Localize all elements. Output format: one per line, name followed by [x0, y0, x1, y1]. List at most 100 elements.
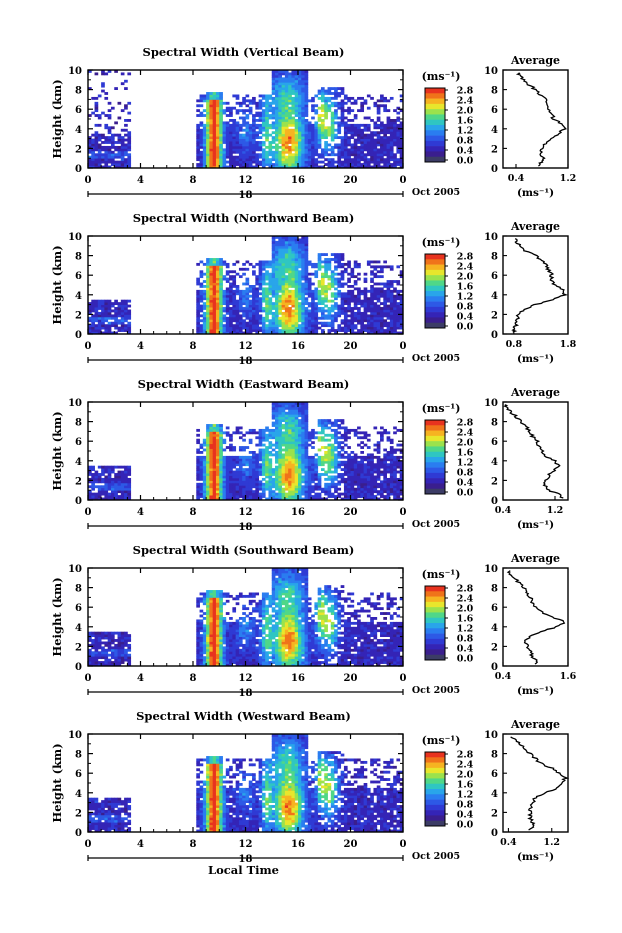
heatmap-cell	[213, 290, 217, 293]
heatmap-cell	[344, 153, 348, 156]
heatmap-cell	[108, 117, 112, 120]
heatmap-cell	[262, 463, 266, 466]
heatmap-cell	[321, 90, 325, 93]
heatmap-cell	[98, 136, 102, 139]
heatmap-cell	[213, 121, 217, 124]
heatmap-cell	[200, 121, 204, 124]
heatmap-cell	[341, 148, 345, 151]
heatmap-cell	[288, 473, 292, 476]
heatmap-cell	[108, 310, 112, 313]
heatmap-cell	[124, 471, 128, 474]
heatmap-cell	[390, 268, 394, 271]
heatmap-cell	[252, 129, 256, 132]
heatmap-cell	[305, 444, 309, 447]
heatmap-cell	[288, 107, 292, 110]
colorbar: 2.82.42.01.61.20.80.40.0	[425, 252, 474, 333]
heatmap-cell	[298, 241, 302, 244]
heatmap-cell	[311, 141, 315, 144]
heatmap-cell	[344, 163, 348, 166]
heatmap-cell	[370, 141, 374, 144]
heatmap-cell	[301, 404, 305, 407]
heatmap-cell	[259, 280, 263, 283]
heatmap-cell	[111, 139, 115, 142]
heatmap-cell	[305, 158, 309, 161]
heatmap-cell	[275, 329, 279, 332]
heatmap-cell	[393, 136, 397, 139]
heatmap-cell	[209, 163, 213, 166]
heatmap-cell	[305, 156, 309, 159]
heatmap-cell	[318, 97, 322, 100]
heatmap-cell	[357, 141, 361, 144]
heatmap-cell	[311, 310, 315, 313]
heatmap-cell	[308, 305, 312, 308]
heatmap-cell	[203, 146, 207, 149]
heatmap-cell	[108, 317, 112, 320]
heatmap-cell	[298, 483, 302, 486]
heatmap-cell	[396, 327, 400, 330]
heatmap-cell	[367, 329, 371, 332]
heatmap-cell	[252, 480, 256, 483]
heatmap-cell	[318, 283, 322, 286]
heatmap-cell	[223, 431, 227, 434]
heatmap-cell	[108, 136, 112, 139]
heatmap-cell	[288, 439, 292, 442]
heatmap-cell	[259, 285, 263, 288]
heatmap-cell	[314, 476, 318, 479]
heatmap-cell	[200, 163, 204, 166]
heatmap-cell	[242, 112, 246, 115]
heatmap-cell	[295, 275, 299, 278]
colorbar-swatch	[425, 157, 445, 163]
heatmap-cell	[282, 161, 286, 164]
heatmap-cell	[341, 136, 345, 139]
heatmap-cell	[344, 146, 348, 149]
heatmap-cell	[344, 324, 348, 327]
heatmap-cell	[98, 327, 102, 330]
heatmap-cell	[278, 275, 282, 278]
heatmap-cell	[383, 158, 387, 161]
heatmap-cell	[268, 114, 272, 117]
heatmap-cell	[291, 268, 295, 271]
heatmap-cell	[121, 480, 125, 483]
heatmap-cell	[259, 495, 263, 498]
heatmap-cell	[360, 146, 364, 149]
heatmap-cell	[196, 280, 200, 283]
heatmap-cell	[351, 97, 355, 100]
heatmap-cell	[262, 290, 266, 293]
heatmap-cell	[265, 136, 269, 139]
heatmap-cell	[301, 153, 305, 156]
heatmap-cell	[95, 144, 99, 147]
heatmap-cell	[341, 139, 345, 142]
heatmap-cell	[203, 144, 207, 147]
heatmap-cell	[285, 241, 289, 244]
heatmap-cell	[367, 95, 371, 98]
heatmap-cell	[305, 278, 309, 281]
heatmap-cell	[236, 488, 240, 491]
heatmap-cell	[275, 283, 279, 286]
heatmap-cell	[285, 251, 289, 254]
heatmap-cell	[242, 136, 246, 139]
heatmap-cell	[104, 305, 108, 308]
heatmap-cell	[219, 458, 223, 461]
heatmap-cell	[255, 153, 259, 156]
heatmap-cell	[305, 488, 309, 491]
heatmap-cell	[200, 490, 204, 493]
heatmap-cell	[272, 273, 276, 276]
heatmap-cell	[219, 129, 223, 132]
heatmap-cell	[111, 310, 115, 313]
heatmap-cell	[259, 287, 263, 290]
heatmap-cell	[278, 441, 282, 444]
heatmap-cell	[367, 307, 371, 310]
heatmap-cell	[387, 117, 391, 120]
heatmap-cell	[209, 144, 213, 147]
heatmap-cell	[383, 312, 387, 315]
heatmap-cell	[236, 429, 240, 432]
heatmap-cell	[331, 163, 335, 166]
heatmap-cell	[337, 92, 341, 95]
heatmap-cell	[259, 112, 263, 115]
heatmap-cell	[98, 146, 102, 149]
heatmap-cell	[209, 151, 213, 154]
heatmap-cell	[282, 90, 286, 93]
heatmap-cell	[301, 446, 305, 449]
heatmap-cell	[314, 478, 318, 481]
heatmap-cell	[239, 124, 243, 127]
